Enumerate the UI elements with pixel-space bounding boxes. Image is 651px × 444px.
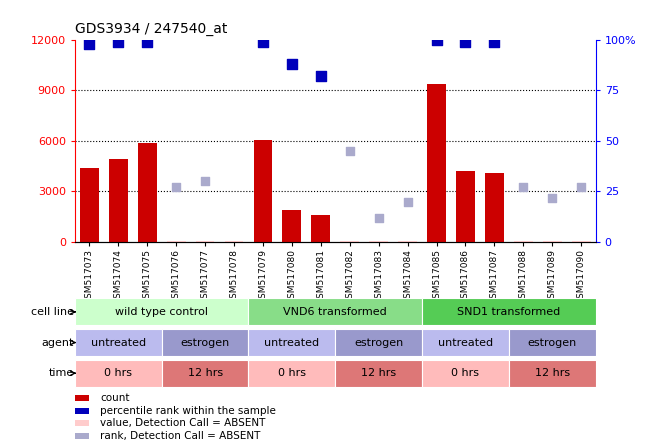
Bar	[80, 168, 99, 242]
Bar	[509, 329, 596, 356]
Point	[200, 178, 210, 185]
Bar	[369, 241, 388, 242]
Text: rank, Detection Call = ABSENT: rank, Detection Call = ABSENT	[100, 431, 261, 440]
Bar	[75, 432, 89, 439]
Point	[344, 147, 355, 155]
Bar	[335, 360, 422, 387]
Text: 0 hrs: 0 hrs	[278, 368, 306, 378]
Point	[489, 39, 499, 46]
Text: 0 hrs: 0 hrs	[451, 368, 480, 378]
Text: wild type control: wild type control	[115, 307, 208, 317]
Point	[113, 39, 124, 46]
Bar	[75, 420, 89, 426]
Point	[547, 194, 557, 201]
Bar	[422, 329, 509, 356]
Bar	[422, 298, 596, 325]
Bar	[543, 241, 562, 242]
Bar	[311, 215, 330, 242]
Bar	[109, 159, 128, 242]
Text: time: time	[49, 368, 74, 378]
Bar	[456, 171, 475, 242]
Text: SND1 transformed: SND1 transformed	[457, 307, 561, 317]
Text: 12 hrs: 12 hrs	[361, 368, 396, 378]
Bar	[283, 210, 301, 242]
Point	[402, 198, 413, 205]
Point	[432, 36, 442, 44]
Bar	[485, 173, 504, 242]
Bar	[249, 360, 335, 387]
Text: untreated: untreated	[264, 337, 320, 348]
Bar	[75, 395, 89, 401]
Point	[84, 40, 94, 48]
Text: agent: agent	[42, 337, 74, 348]
Text: percentile rank within the sample: percentile rank within the sample	[100, 406, 276, 416]
Bar	[514, 241, 533, 242]
Bar	[161, 329, 249, 356]
Bar	[225, 241, 243, 242]
Bar	[167, 241, 186, 242]
Text: value, Detection Call = ABSENT: value, Detection Call = ABSENT	[100, 418, 266, 428]
Bar	[509, 360, 596, 387]
Point	[286, 61, 297, 68]
Point	[171, 184, 182, 191]
Bar	[249, 298, 422, 325]
Bar	[335, 329, 422, 356]
Point	[142, 39, 152, 46]
Text: estrogen: estrogen	[354, 337, 403, 348]
Bar	[75, 329, 161, 356]
Text: estrogen: estrogen	[180, 337, 230, 348]
Text: 0 hrs: 0 hrs	[104, 368, 132, 378]
Text: GDS3934 / 247540_at: GDS3934 / 247540_at	[75, 22, 227, 36]
Text: estrogen: estrogen	[528, 337, 577, 348]
Text: untreated: untreated	[438, 337, 493, 348]
Point	[576, 184, 587, 191]
Point	[258, 39, 268, 46]
Text: 12 hrs: 12 hrs	[534, 368, 570, 378]
Text: cell line: cell line	[31, 307, 74, 317]
Bar	[427, 84, 446, 242]
Text: count: count	[100, 393, 130, 403]
Point	[316, 73, 326, 80]
Bar	[249, 329, 335, 356]
Point	[518, 184, 529, 191]
Bar	[340, 241, 359, 242]
Bar	[398, 241, 417, 242]
Bar	[196, 241, 214, 242]
Bar	[138, 143, 157, 242]
Bar	[572, 241, 590, 242]
Point	[460, 39, 471, 46]
Bar	[75, 360, 161, 387]
Point	[374, 214, 384, 221]
Bar	[253, 140, 272, 242]
Text: VND6 transformed: VND6 transformed	[283, 307, 387, 317]
Text: untreated: untreated	[90, 337, 146, 348]
Bar	[75, 408, 89, 414]
Bar	[161, 360, 249, 387]
Bar	[422, 360, 509, 387]
Text: 12 hrs: 12 hrs	[187, 368, 223, 378]
Bar	[75, 298, 249, 325]
